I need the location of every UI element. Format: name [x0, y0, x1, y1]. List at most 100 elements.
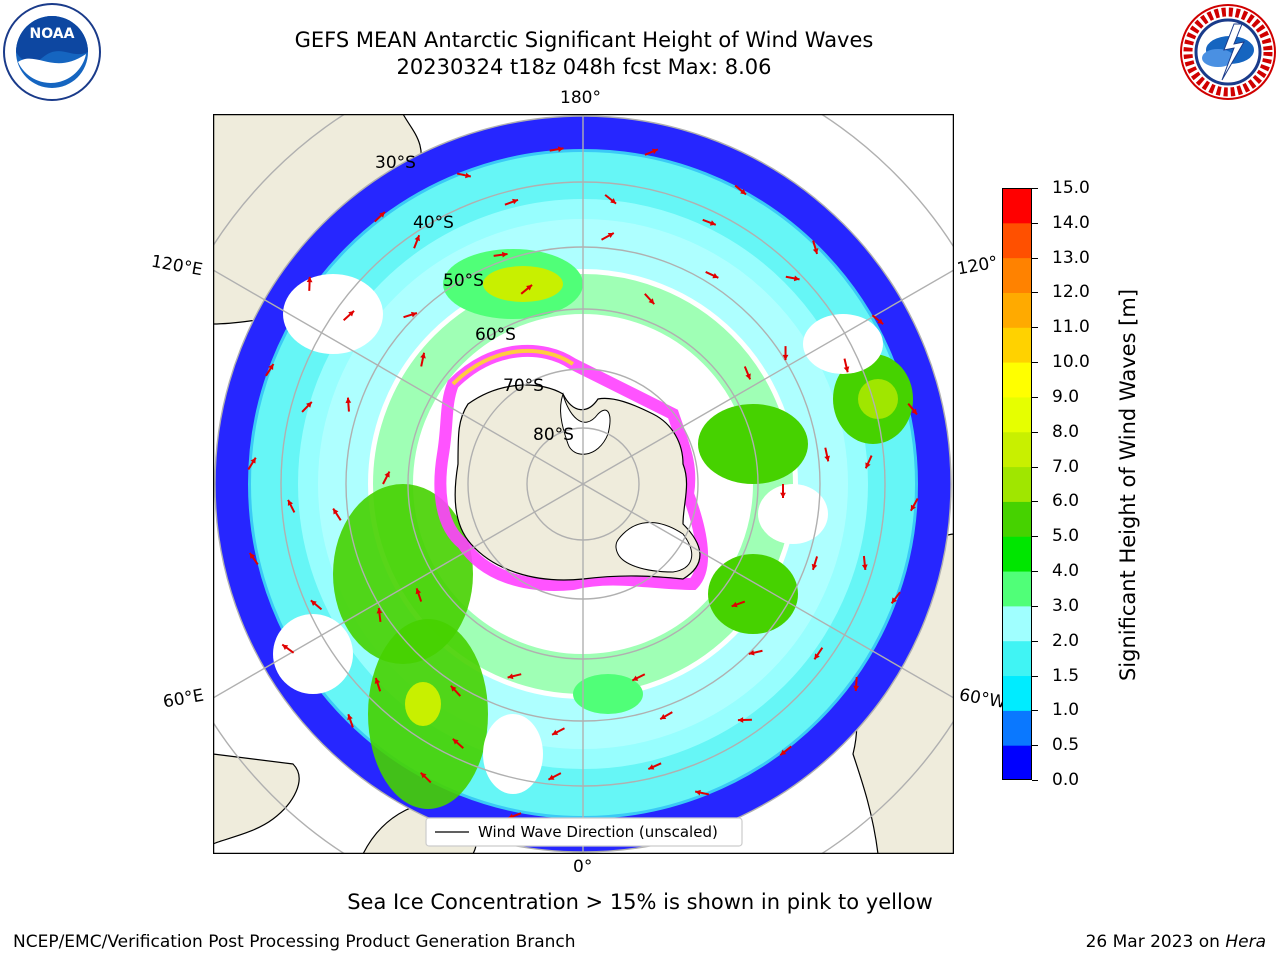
colorbar-tick-mark — [1032, 396, 1038, 398]
wave-arrow-head — [348, 310, 355, 317]
wave-arrow-head — [865, 462, 871, 469]
map-title: GEFS MEAN Antarctic Significant Height o… — [294, 28, 874, 52]
wave-arrow-head — [410, 311, 417, 318]
lon-label-60e: 60°E — [161, 685, 206, 713]
colorbar-cell — [1002, 536, 1032, 572]
colorbar-cell — [1002, 396, 1032, 433]
colorbar-cell — [1002, 640, 1032, 677]
wave-arrow-head — [660, 714, 667, 720]
wave-arrow-head — [780, 749, 787, 756]
lat-label-60s: 60°S — [475, 325, 516, 345]
wave-arrow-head — [414, 235, 420, 242]
colorbar-tick-mark — [1032, 362, 1038, 364]
wave-arrow-head — [526, 284, 533, 291]
wave-arrow-head — [306, 401, 312, 408]
national-weather-service-logo — [1180, 4, 1276, 100]
wave-arrow-head — [737, 717, 744, 723]
wave-arrow-head — [507, 673, 514, 680]
wave-arrow-head — [287, 499, 294, 506]
colorbar-tick-label: 12.0 — [1052, 282, 1090, 303]
wave-arrow-head — [695, 789, 701, 796]
lon-label-180: 180° — [560, 88, 601, 108]
wave-arrow-head — [648, 764, 655, 770]
colorbar-tick-label: 4.0 — [1052, 561, 1080, 582]
colorbar-tick-mark — [1032, 327, 1038, 329]
wave-arrow-head — [709, 220, 716, 226]
wave-arrow-head — [891, 597, 898, 604]
colorbar-tick-label: 0.5 — [1052, 735, 1080, 756]
wave-arrow-head — [548, 774, 555, 780]
wave-arrow-head — [911, 408, 918, 415]
colorbar-tick-mark — [1032, 222, 1038, 224]
colorbar-cell — [1002, 745, 1032, 780]
colorbar-cell — [1002, 188, 1032, 224]
wave-arrow-head — [347, 714, 353, 721]
wave-arrow-head — [465, 172, 471, 179]
colorbar-cell — [1002, 675, 1032, 711]
wave-arrow-head — [812, 248, 819, 254]
wave-arrow-head — [501, 251, 508, 258]
wave-arrow-head — [333, 508, 339, 515]
wave-arrow-head — [379, 211, 385, 218]
wave-arrow-head — [512, 198, 518, 205]
wave-arrow-head — [648, 298, 655, 305]
colorbar-tick-label: 5.0 — [1052, 526, 1080, 547]
colorbar-tick-label: 0.0 — [1052, 770, 1080, 790]
lat-label-30s: 30°S — [375, 153, 416, 173]
colorbar-tick-label: 1.5 — [1052, 665, 1080, 686]
colorbar-cell — [1002, 605, 1032, 642]
colorbar-tick-mark — [1032, 501, 1038, 503]
wave-arrow-head — [910, 504, 916, 511]
colorbar-label: Significant Height of Wind Waves [m] — [1116, 288, 1140, 682]
wave-arrow-head — [310, 600, 317, 606]
wave-arrow-head — [780, 492, 786, 498]
colorbar-tick-label: 11.0 — [1052, 317, 1090, 338]
wave-arrow-head — [793, 275, 800, 282]
lon-label-120w: 120° — [955, 252, 1000, 280]
wave-arrow-head — [607, 232, 614, 239]
colorbar-tick-mark — [1032, 640, 1038, 642]
colorbar-tick-label: 7.0 — [1052, 456, 1080, 477]
colorbar-tick-label: 10.0 — [1052, 352, 1090, 373]
colorbar-tick-label: 3.0 — [1052, 595, 1080, 616]
wave-arrow-head — [450, 685, 457, 692]
wave-arrow-head — [814, 653, 820, 660]
map-legend: Wind Wave Direction (unscaled) — [425, 817, 743, 847]
footer-credit: NCEP/EMC/Verification Post Processing Pr… — [13, 932, 576, 952]
wave-arrow-head — [415, 588, 422, 595]
colorbar-tick-mark — [1032, 536, 1038, 538]
wave-arrow-head — [610, 198, 617, 204]
wave-arrow-head — [748, 649, 755, 656]
lat-label-70s: 70°S — [503, 376, 544, 396]
colorbar-tick-label: 14.0 — [1052, 212, 1090, 233]
legend-label: Wind Wave Direction (unscaled) — [478, 823, 718, 841]
lat-label-50s: 50°S — [443, 271, 484, 291]
colorbar-cell — [1002, 362, 1032, 398]
colorbar-cell — [1002, 431, 1032, 468]
wave-arrow-head — [632, 675, 639, 681]
graticule — [213, 114, 954, 854]
colorbar-tick-mark — [1032, 605, 1038, 607]
colorbar-tick-mark — [1032, 466, 1038, 468]
wave-arrow-head — [306, 276, 313, 283]
wave-arrow-head — [345, 397, 352, 404]
colorbar-tick-mark — [1032, 780, 1038, 781]
colorbar-tick-mark — [1032, 431, 1038, 433]
colorbar-cell — [1002, 257, 1032, 293]
wave-arrow-head — [452, 738, 459, 745]
wave-arrow-head — [861, 564, 868, 570]
wave-arrow-head — [740, 188, 747, 195]
wave-arrow-head — [557, 146, 564, 153]
wave-arrow-head — [824, 455, 830, 462]
wave-arrow-head — [843, 366, 850, 373]
wave-arrow-head — [782, 354, 789, 361]
colorbar-tick-label: 6.0 — [1052, 491, 1080, 512]
colorbar-tick-mark — [1032, 745, 1038, 747]
wave-arrow-head — [712, 272, 719, 279]
noaa-logo: NOAA — [3, 3, 101, 101]
wave-arrow-head — [376, 607, 383, 614]
wave-arrow-head — [745, 373, 751, 380]
footer-host: Hera — [1225, 932, 1266, 952]
colorbar-tick-mark — [1032, 571, 1038, 573]
colorbar-tick-label: 2.0 — [1052, 630, 1080, 651]
